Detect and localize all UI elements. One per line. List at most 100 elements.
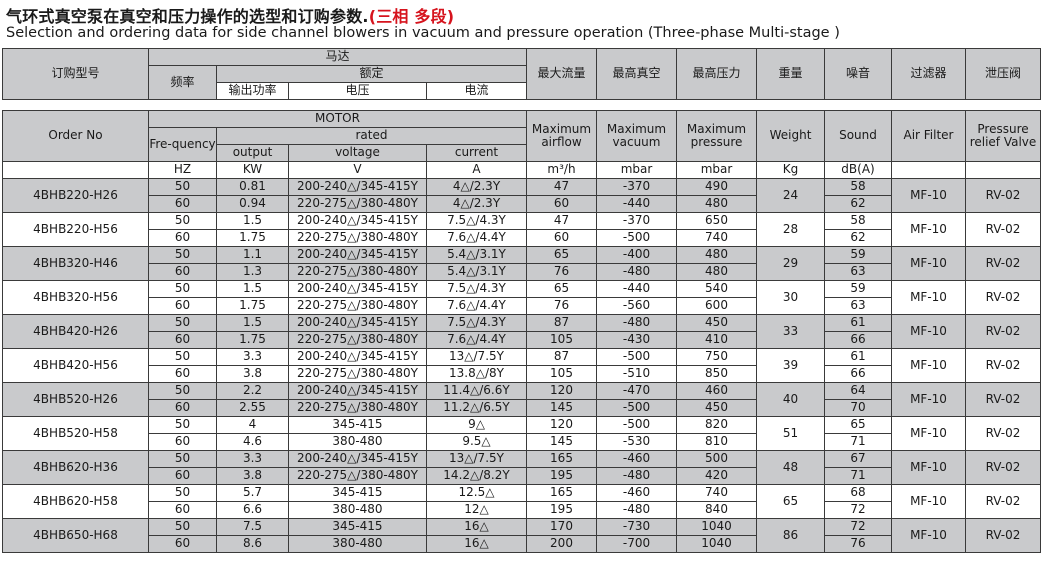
cell-sound: 72 <box>824 518 892 536</box>
cell-valve: RV-02 <box>965 212 1041 247</box>
cell-voltage: 200-240△/345-415Y <box>288 212 427 230</box>
cell-vacuum: -370 <box>596 212 677 230</box>
cell-vacuum: -530 <box>596 433 677 451</box>
cell-voltage: 220-275△/380-480Y <box>288 467 427 485</box>
header-table-cn: 订购型号 马达 最大流量 最高真空 最高压力 重量 噪音 过滤器 泄压阀 频率 … <box>2 48 1041 100</box>
table-row: 60 4.6 380-480 9.5△ 145 -530 810 71 <box>3 433 1041 451</box>
table-row: 4BHB520-H58 50 4 345-415 9△ 120 -500 820 51 65 MF-… <box>2 416 1041 451</box>
hdr-cn-voltage: 电压 <box>288 82 427 100</box>
title-cn-main: 气环式真空泵在真空和压力操作的选型和订购参数. <box>6 7 369 26</box>
cell-filter: MF-10 <box>891 450 966 485</box>
cell-filter: MF-10 <box>891 246 966 281</box>
cell-pressure: 850 <box>676 365 757 383</box>
title-cn-highlight: (三相 多段) <box>368 7 455 26</box>
table-row: 4BHB220-H56 50 1.5 200-240△/345-415Y 7.5△/4.… <box>2 212 1041 247</box>
cell-airflow: 87 <box>526 314 597 332</box>
cell-airflow: 105 <box>526 365 597 383</box>
cell-current: 14.2△/8.2Y <box>426 467 527 485</box>
cell-voltage: 200-240△/345-415Y <box>288 246 427 264</box>
hdr-cn-filter: 过滤器 <box>891 48 966 100</box>
cell-sound: 76 <box>824 535 892 553</box>
cell-freq: 60 <box>148 467 217 485</box>
cell-output: 3.3 <box>216 348 289 366</box>
cell-model: 4BHB420-H26 <box>2 314 149 349</box>
table-row: 4BHB320-H46 50 1.1 200-240△/345-415Y 5.4△/3.… <box>2 246 1041 281</box>
cell-output: 1.5 <box>216 212 289 230</box>
hdr-en-rated: rated <box>216 127 527 145</box>
cell-model: 4BHB620-H58 <box>2 484 149 519</box>
cell-pressure: 480 <box>676 263 757 281</box>
hdr-cn-airflow: 最大流量 <box>526 48 597 100</box>
hdr-cn-output: 输出功率 <box>216 82 289 100</box>
cell-voltage: 220-275△/380-480Y <box>288 365 427 383</box>
cell-sound: 59 <box>824 246 892 264</box>
cell-freq: 60 <box>148 365 217 383</box>
cell-filter: MF-10 <box>891 178 966 213</box>
cell-airflow: 165 <box>526 450 597 468</box>
cell-current: 12.5△ <box>426 484 527 502</box>
hdr-cn-motor: 马达 <box>148 48 527 66</box>
cell-vacuum: -430 <box>596 331 677 349</box>
cell-vacuum: -480 <box>596 263 677 281</box>
cell-sound: 58 <box>824 178 892 196</box>
cell-valve: RV-02 <box>965 178 1041 213</box>
cell-filter: MF-10 <box>891 518 966 553</box>
cell-current: 9△ <box>426 416 527 434</box>
cell-current: 12△ <box>426 501 527 519</box>
cell-filter: MF-10 <box>891 348 966 383</box>
cell-freq: 60 <box>148 195 217 213</box>
cell-current: 5.4△/3.1Y <box>426 246 527 264</box>
table-row: 60 1.3 220-275△/380-480Y 5.4△/3.1Y 76 -480 480… <box>3 263 1041 281</box>
cell-output: 8.6 <box>216 535 289 553</box>
cell-filter: MF-10 <box>891 212 966 247</box>
cell-current: 13△/7.5Y <box>426 450 527 468</box>
cell-weight: 65 <box>756 484 825 519</box>
cell-weight: 28 <box>756 212 825 247</box>
cell-vacuum: -510 <box>596 365 677 383</box>
cell-model: 4BHB320-H46 <box>2 246 149 281</box>
table-row: 60 1.75 220-275△/380-480Y 7.6△/4.4Y 76 -560 60… <box>3 297 1041 315</box>
cell-freq: 60 <box>148 263 217 281</box>
cell-output: 4.6 <box>216 433 289 451</box>
cell-airflow: 76 <box>526 263 597 281</box>
cell-pressure: 450 <box>676 314 757 332</box>
cell-weight: 30 <box>756 280 825 315</box>
cell-current: 7.6△/4.4Y <box>426 331 527 349</box>
cell-pressure: 540 <box>676 280 757 298</box>
cell-freq: 50 <box>148 484 217 502</box>
table-row: 60 6.6 380-480 12△ 195 -480 840 72 <box>3 501 1041 519</box>
cell-sound: 63 <box>824 297 892 315</box>
cell-model: 4BHB520-H58 <box>2 416 149 451</box>
cell-voltage: 345-415 <box>288 518 427 536</box>
cell-voltage: 380-480 <box>288 433 427 451</box>
hdr-en-sound: Sound <box>824 110 892 162</box>
table-row: 60 3.8 220-275△/380-480Y 13.8△/8Y 105 -510 850… <box>3 365 1041 383</box>
cell-weight: 86 <box>756 518 825 553</box>
unit-sound: dB(A) <box>824 161 892 179</box>
hdr-en-weight: Weight <box>756 110 825 162</box>
cell-model: 4BHB420-H56 <box>2 348 149 383</box>
cell-voltage: 200-240△/345-415Y <box>288 450 427 468</box>
cell-pressure: 490 <box>676 178 757 196</box>
hdr-en-current: current <box>426 144 527 162</box>
cell-voltage: 200-240△/345-415Y <box>288 280 427 298</box>
hdr-en-airflow: Maximum airflow <box>526 110 597 162</box>
cell-pressure: 420 <box>676 467 757 485</box>
cell-freq: 50 <box>148 416 217 434</box>
cell-vacuum: -480 <box>596 501 677 519</box>
cell-freq: 50 <box>148 178 217 196</box>
hdr-cn-rated: 额定 <box>216 65 527 83</box>
cell-voltage: 345-415 <box>288 484 427 502</box>
cell-model: 4BHB220-H56 <box>2 212 149 247</box>
hdr-cn-current: 电流 <box>426 82 527 100</box>
cell-freq: 50 <box>148 246 217 264</box>
cell-output: 4 <box>216 416 289 434</box>
cell-vacuum: -440 <box>596 280 677 298</box>
cell-voltage: 380-480 <box>288 501 427 519</box>
cell-airflow: 195 <box>526 467 597 485</box>
cell-voltage: 220-275△/380-480Y <box>288 195 427 213</box>
cell-current: 7.5△/4.3Y <box>426 280 527 298</box>
cell-model: 4BHB220-H26 <box>2 178 149 213</box>
cell-valve: RV-02 <box>965 246 1041 281</box>
cell-pressure: 410 <box>676 331 757 349</box>
